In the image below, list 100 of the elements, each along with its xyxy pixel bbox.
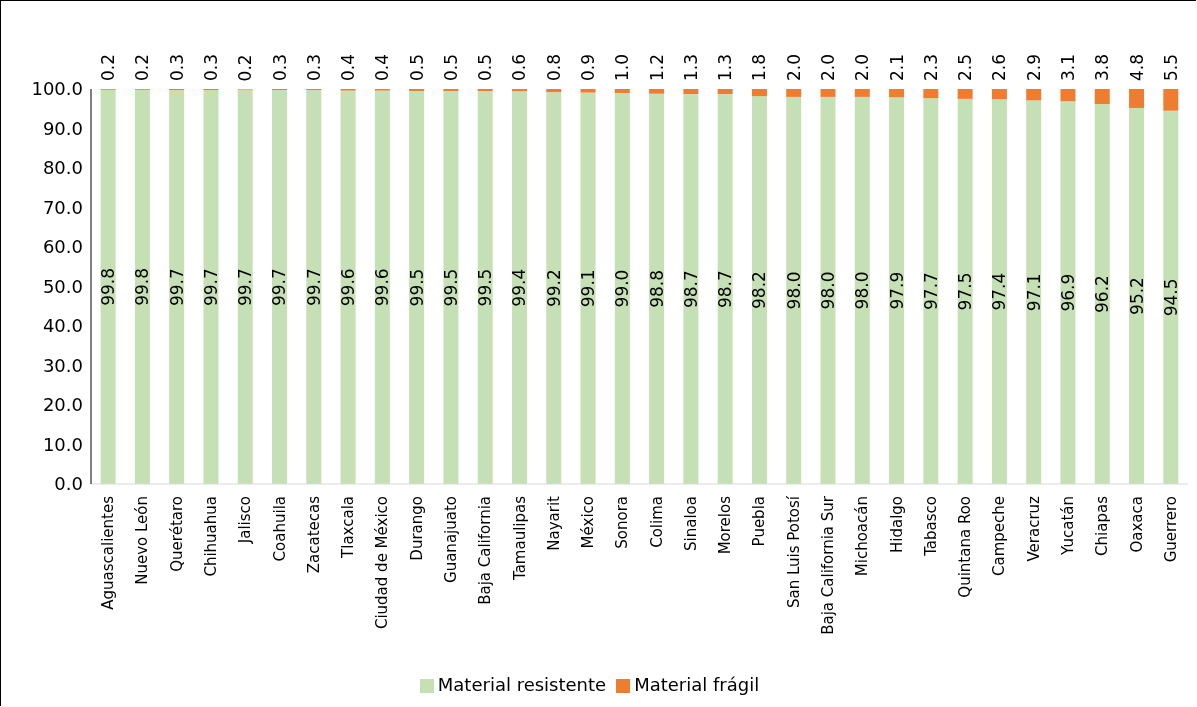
- x-tick-label: Nuevo León: [133, 496, 152, 585]
- y-tick-label: 10.0: [42, 433, 83, 455]
- x-tick-label: Zacatecas: [304, 495, 323, 574]
- data-label: 99.7: [200, 268, 221, 307]
- bar: [751, 89, 767, 97]
- bar: [991, 89, 1007, 100]
- bar: [820, 96, 836, 484]
- x-tick-label: Aguascalientes: [99, 495, 118, 610]
- data-label: 99.1: [578, 269, 599, 308]
- bar: [477, 90, 493, 484]
- data-label: 0.3: [303, 53, 324, 81]
- bar: [923, 89, 939, 99]
- bar: [614, 92, 630, 484]
- bar: [306, 90, 322, 484]
- bar: [272, 90, 288, 484]
- data-label: 98.0: [818, 271, 839, 310]
- x-tick-label: Campeche: [990, 496, 1009, 577]
- y-tick-label: 90.0: [42, 117, 83, 139]
- y-tick-label: 80.0: [42, 157, 83, 179]
- y-tick-label: 100.0: [31, 78, 83, 100]
- bar: [546, 92, 562, 484]
- data-label: 4.8: [1126, 53, 1147, 81]
- data-label: 98.7: [715, 270, 736, 308]
- data-label: 98.2: [749, 271, 770, 309]
- x-tick-label: Jalisco: [236, 496, 255, 545]
- x-tick-label: Morelos: [716, 495, 735, 555]
- data-label: 2.3: [920, 53, 941, 81]
- data-label: 99.0: [612, 269, 633, 308]
- data-label: 99.2: [543, 269, 564, 308]
- data-label: 99.4: [509, 268, 530, 307]
- bar: [1094, 104, 1110, 484]
- bar: [614, 89, 630, 93]
- data-label: 0.2: [98, 53, 119, 81]
- data-label: 97.4: [989, 272, 1010, 311]
- y-tick-label: 60.0: [42, 236, 83, 258]
- legend-label: Material resistente: [437, 674, 607, 695]
- x-tick-label: Michoacán: [853, 496, 872, 577]
- y-tick-label: 20.0: [42, 394, 83, 416]
- x-tick-label: Puebla: [750, 496, 769, 547]
- data-label: 95.2: [1126, 277, 1147, 315]
- x-tick-label: Querétaro: [167, 496, 186, 572]
- data-label: 2.0: [818, 53, 839, 81]
- data-label: 0.2: [132, 53, 153, 81]
- y-tick-label: 40.0: [42, 315, 83, 337]
- y-tick-label: 50.0: [42, 275, 83, 297]
- x-tick-label: Chiapas: [1093, 495, 1112, 556]
- x-tick-label: México: [579, 496, 598, 549]
- bar: [134, 89, 150, 484]
- data-label: 98.0: [783, 271, 804, 310]
- data-label: 99.8: [98, 267, 119, 306]
- x-tick-label: Sinaloa: [681, 496, 700, 551]
- bar: [786, 89, 802, 97]
- data-label: 1.0: [612, 53, 633, 81]
- data-label: 0.5: [406, 53, 427, 81]
- bar: [649, 93, 665, 484]
- bar: [340, 90, 356, 484]
- data-label: 5.5: [1160, 53, 1181, 81]
- x-tick-label: San Luis Potosí: [784, 495, 803, 609]
- x-tick-label: Oaxaca: [1127, 496, 1146, 553]
- data-label: 99.6: [372, 268, 393, 307]
- data-label: 99.8: [132, 267, 153, 306]
- bar: [854, 96, 870, 484]
- data-label: 0.9: [578, 53, 599, 81]
- x-tick-label: Chihuahua: [201, 496, 220, 577]
- x-tick-label: Guanajuato: [441, 496, 460, 583]
- x-tick-label: Nayarit: [544, 495, 563, 551]
- x-tick-label: Quintana Roo: [956, 496, 975, 598]
- legend-label: Material frágil: [634, 674, 760, 695]
- x-tick-label: Tlaxcala: [339, 496, 358, 559]
- data-label: 1.8: [749, 53, 770, 81]
- bar: [1060, 89, 1076, 102]
- data-label: 2.6: [989, 53, 1010, 81]
- data-label: 1.3: [680, 53, 701, 81]
- bar: [751, 96, 767, 484]
- bar: [511, 91, 527, 484]
- data-label: 2.5: [955, 53, 976, 81]
- x-tick-label: Tabasco: [921, 496, 940, 557]
- data-label: 99.7: [269, 268, 290, 307]
- bar: [1129, 89, 1145, 108]
- bar: [683, 94, 699, 484]
- data-label: 0.3: [269, 53, 290, 81]
- bar: [649, 89, 665, 94]
- data-label: 98.0: [852, 271, 873, 310]
- data-label: 94.5: [1160, 278, 1181, 317]
- bar: [546, 89, 562, 93]
- data-label: 0.4: [338, 53, 359, 81]
- bar: [683, 89, 699, 95]
- data-label: 97.7: [920, 272, 941, 310]
- bar: [786, 96, 802, 484]
- bar: [717, 94, 733, 484]
- x-tick-label: Baja California: [476, 496, 495, 605]
- bar: [820, 89, 836, 97]
- data-label: 97.1: [1023, 273, 1044, 312]
- data-label: 99.6: [338, 268, 359, 307]
- data-label: 98.7: [680, 270, 701, 308]
- data-label: 1.3: [715, 53, 736, 81]
- data-label: 96.2: [1092, 275, 1113, 313]
- data-label: 2.0: [852, 53, 873, 81]
- data-label: 99.7: [166, 268, 187, 307]
- y-tick-label: 70.0: [42, 196, 83, 218]
